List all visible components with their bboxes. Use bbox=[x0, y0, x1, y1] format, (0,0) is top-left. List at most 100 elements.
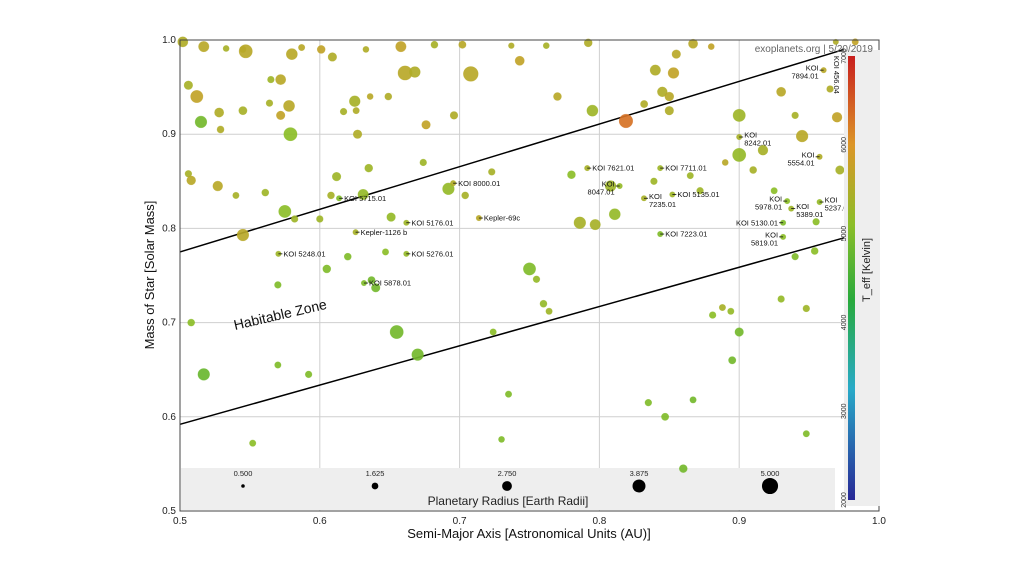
planet-point bbox=[216, 125, 225, 134]
planet-point bbox=[514, 55, 525, 66]
planet-point bbox=[236, 228, 250, 242]
colorbar-tick-label: 5000 bbox=[841, 226, 848, 242]
point-label: KOI 7621.01 bbox=[592, 164, 634, 173]
planet-point bbox=[339, 107, 348, 116]
planet-point bbox=[419, 158, 427, 167]
planet-point bbox=[553, 92, 562, 101]
x-axis-title: Semi-Major Axis [Astronomical Units (AU)… bbox=[407, 526, 650, 541]
point-label: KOI 5276.01 bbox=[411, 249, 453, 258]
planet-point bbox=[498, 436, 505, 443]
planet-point bbox=[523, 262, 536, 276]
planet-point bbox=[688, 38, 698, 49]
axis-ticks: 0.5 0.6 0.7 0.8 0.9 1.0 0.5 0.6 0.7 0.8 0.9 1.0 bbox=[162, 35, 886, 527]
hz-lower-line bbox=[179, 237, 845, 426]
planet-point bbox=[197, 368, 210, 381]
planet-point bbox=[586, 104, 599, 117]
planet-point bbox=[671, 49, 681, 59]
planet-point bbox=[721, 159, 729, 166]
y-tick-label: 0.7 bbox=[162, 318, 176, 329]
point-label: KOI 8242.01 bbox=[744, 131, 771, 148]
planet-point bbox=[835, 165, 845, 175]
planet-point bbox=[238, 44, 253, 59]
x-tick-label: 0.9 bbox=[732, 516, 746, 527]
planet-point bbox=[222, 45, 230, 52]
planet-point bbox=[458, 40, 467, 49]
planet-point bbox=[386, 212, 396, 222]
colorbar-tick-label: 6000 bbox=[841, 137, 848, 153]
planet-point bbox=[608, 208, 621, 221]
planet-point bbox=[331, 171, 342, 182]
planet-point bbox=[463, 66, 479, 82]
planet-point bbox=[290, 215, 299, 223]
planet-point bbox=[707, 43, 715, 50]
colorbar-tick-label: 3000 bbox=[841, 403, 848, 419]
size-legend-circle bbox=[371, 482, 379, 490]
x-tick-label: 0.7 bbox=[453, 516, 467, 527]
planet-point bbox=[395, 41, 407, 53]
planet-point bbox=[532, 275, 541, 283]
planet-point bbox=[212, 180, 223, 192]
planet-point bbox=[352, 129, 363, 139]
point-label: KOI 5554.01 bbox=[787, 150, 814, 167]
point-label: KOI 5130.01 bbox=[736, 218, 778, 227]
x-tick-label: 0.5 bbox=[173, 516, 187, 527]
planet-point bbox=[304, 370, 313, 379]
point-label: KOI 5248.01 bbox=[283, 249, 325, 258]
planet-point bbox=[198, 41, 210, 53]
planet-point bbox=[461, 191, 470, 200]
planet-point bbox=[411, 348, 424, 361]
planet-point bbox=[802, 304, 810, 313]
size-legend-label: 1.625 bbox=[366, 469, 385, 478]
planet-point bbox=[542, 42, 550, 50]
planet-point bbox=[298, 44, 306, 52]
colorbar: 2000 3000 4000 5000 6000 7000 T_eff [Kelvin] bbox=[841, 48, 880, 508]
planet-point bbox=[278, 204, 292, 218]
planet-point bbox=[275, 74, 287, 85]
planet-point bbox=[343, 252, 352, 261]
planet-point bbox=[177, 36, 189, 48]
y-axis-title: Mass of Star [Solar Mass] bbox=[142, 201, 157, 350]
planet-point bbox=[214, 107, 225, 118]
planet-point bbox=[349, 95, 361, 107]
colorbar-title: T_eff [Kelvin] bbox=[861, 238, 873, 302]
point-label: KOI 8047.01 bbox=[588, 180, 615, 197]
planet-point bbox=[667, 67, 680, 79]
point-label: KOI 5389.01 bbox=[796, 202, 823, 219]
planet-point bbox=[539, 299, 548, 308]
point-label: KOI 456.04 bbox=[832, 56, 841, 94]
point-label: Kepler-69c bbox=[484, 214, 521, 223]
size-legend-title: Planetary Radius [Earth Radii] bbox=[428, 494, 589, 508]
planet-point bbox=[238, 106, 248, 116]
planet-point bbox=[696, 187, 704, 195]
planet-point bbox=[791, 252, 799, 261]
size-legend-circle bbox=[502, 481, 512, 491]
planet-point bbox=[274, 361, 282, 369]
planet-point bbox=[649, 64, 661, 76]
planet-point bbox=[327, 191, 335, 200]
colorbar-tick-label: 7000 bbox=[841, 48, 848, 64]
planet-point bbox=[384, 92, 393, 101]
planet-point bbox=[776, 86, 787, 97]
planet-point bbox=[734, 327, 744, 337]
x-tick-label: 0.8 bbox=[592, 516, 606, 527]
planet-point bbox=[367, 276, 376, 285]
y-tick-label: 0.5 bbox=[162, 506, 176, 517]
colorbar-tick-label: 2000 bbox=[841, 492, 848, 508]
planet-point bbox=[421, 120, 431, 130]
planet-point bbox=[249, 439, 257, 447]
labeled-planet-point bbox=[832, 38, 839, 45]
planet-point bbox=[573, 216, 586, 229]
planet-point bbox=[442, 182, 455, 195]
planet-point bbox=[545, 307, 553, 315]
planet-point bbox=[802, 430, 810, 438]
size-legend-circle bbox=[241, 484, 245, 488]
planet-point bbox=[749, 166, 758, 174]
point-label: KOI 7894.01 bbox=[792, 64, 819, 81]
planet-point bbox=[831, 112, 843, 123]
point-label: KOI 8000.01 bbox=[458, 179, 500, 188]
planet-point bbox=[727, 307, 735, 315]
planet-point bbox=[232, 191, 240, 199]
point-label: KOI 5715.01 bbox=[344, 194, 386, 203]
